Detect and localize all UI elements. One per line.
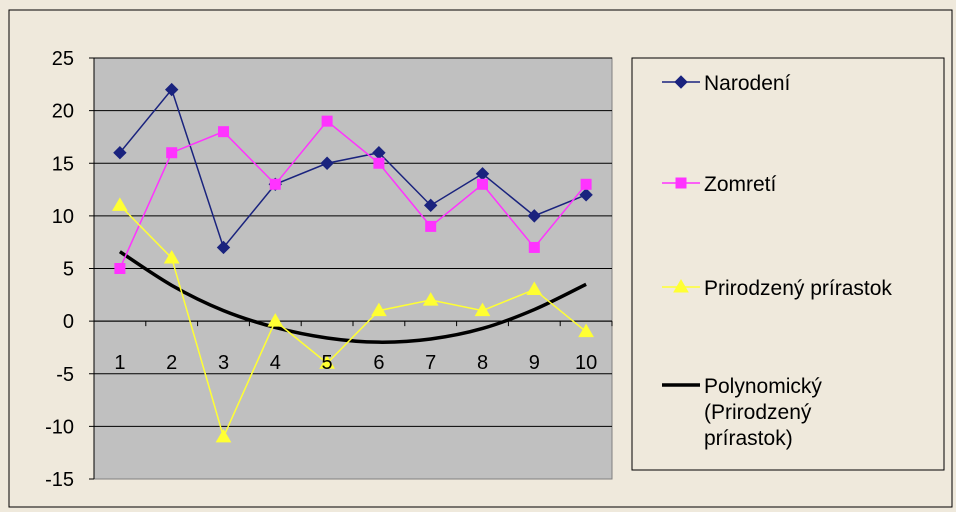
chart-border <box>8 9 953 508</box>
y-tick-label-1: -10 <box>45 416 74 438</box>
y-tick-label-0: -15 <box>45 469 74 491</box>
x-tick-label-6: 7 <box>425 352 436 374</box>
y-tick-label-7: 20 <box>52 101 74 123</box>
series-1-point-4 <box>321 115 333 127</box>
x-tick-labels: 1 2 3 4 5 6 7 8 9 10 <box>114 352 597 374</box>
y-tick-label-3: 0 <box>63 311 74 333</box>
series-1-point-8 <box>528 241 540 253</box>
legend-label-trend-1: (Prirodzený <box>704 401 812 424</box>
x-tick-label-3: 4 <box>270 352 281 374</box>
y-tick-label-6: 15 <box>52 153 74 175</box>
legend-marker-0 <box>674 75 688 89</box>
series-1-point-2 <box>218 126 229 138</box>
y-tick-label-8: 25 <box>52 48 74 70</box>
legend-label-trend-2: prírastok) <box>704 427 793 450</box>
legend-label-1: Zomretí <box>704 173 777 196</box>
series-0-point-8 <box>527 209 542 223</box>
x-tick-label-2: 3 <box>218 352 229 374</box>
x-tick-label-7: 8 <box>477 352 488 374</box>
trendline-polynomial <box>118 250 587 344</box>
y-tick-label-5: 10 <box>52 206 74 228</box>
series-1-point-1 <box>166 147 178 159</box>
legend-marker-2 <box>673 279 689 293</box>
series-0-point-2 <box>216 240 231 255</box>
series-1-point-3 <box>269 178 281 190</box>
y-tick-label-2: -5 <box>56 364 74 386</box>
series-0-point-4 <box>320 156 334 170</box>
series-line-1 <box>119 120 587 269</box>
series-line-0 <box>119 88 587 249</box>
series-0-point-1 <box>164 82 179 97</box>
series-0-point-6 <box>423 198 438 213</box>
x-tick-label-1: 2 <box>166 352 177 374</box>
series-2-point-1 <box>163 249 180 264</box>
x-tick-label-9: 10 <box>575 352 597 374</box>
series-0-point-0 <box>113 146 127 160</box>
series-2-point-6 <box>422 292 439 306</box>
series-lines <box>119 88 587 440</box>
legend: Narodení Zomretí Prirodzený prírastok Polyn… <box>662 72 892 450</box>
x-tick-label-8: 9 <box>529 352 540 374</box>
series-2-point-2 <box>215 428 232 443</box>
series-2-point-5 <box>371 302 387 317</box>
series-0-point-9 <box>579 188 593 202</box>
legend-label-2: Prirodzený prírastok <box>704 277 892 300</box>
series-2-point-8 <box>526 281 543 296</box>
legend-marker-1 <box>675 177 687 189</box>
series-line-2 <box>119 204 587 440</box>
x-tick-label-5: 6 <box>373 352 384 374</box>
y-tick-label-4: 5 <box>63 259 74 281</box>
legend-label-trend-0: Polynomický <box>704 375 822 398</box>
series-1-point-7 <box>477 178 488 190</box>
axes <box>89 57 613 480</box>
series-1-point-6 <box>425 220 437 232</box>
y-tick-labels: -15 -10 -5 0 5 10 15 20 25 <box>45 48 74 491</box>
series-2-point-7 <box>474 302 491 317</box>
x-tick-label-0: 1 <box>114 352 125 374</box>
series-2-point-3 <box>267 313 284 327</box>
series-2-point-0 <box>112 197 128 211</box>
legend-label-0: Narodení <box>704 72 791 95</box>
x-tick-label-4: 5 <box>322 352 333 374</box>
series-1-point-9 <box>580 178 592 190</box>
series-1-point-0 <box>114 263 126 274</box>
legend-box <box>631 57 945 471</box>
series-2-point-9 <box>578 323 594 338</box>
trendline <box>118 250 587 344</box>
series-2-point-4 <box>319 355 335 369</box>
series-1-point-5 <box>373 157 385 169</box>
series-markers <box>112 82 594 443</box>
